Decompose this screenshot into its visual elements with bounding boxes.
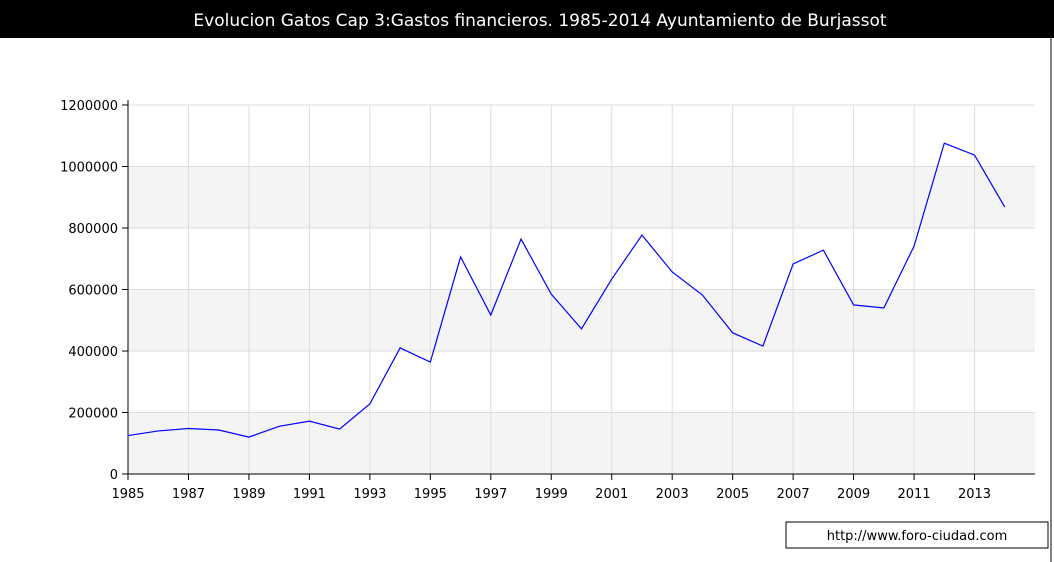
x-tick-label: 2013 [958, 487, 991, 502]
y-tick-label: 400000 [68, 345, 118, 360]
x-tick-label: 2005 [716, 487, 749, 502]
x-tick-label: 1989 [232, 487, 265, 502]
y-tick-label: 1000000 [60, 161, 118, 176]
y-tick-label: 600000 [68, 284, 118, 299]
y-tick-label: 200000 [68, 407, 118, 422]
chart-title: Evolucion Gatos Cap 3:Gastos financieros… [193, 11, 887, 31]
x-tick-label: 1997 [474, 487, 507, 502]
y-tick-label: 1200000 [60, 99, 118, 114]
x-tick-label: 1987 [172, 487, 205, 502]
x-tick-label: 1999 [535, 487, 568, 502]
grid-band [128, 289, 1035, 351]
x-tick-label: 2001 [595, 487, 628, 502]
y-tick-label: 800000 [68, 222, 118, 237]
x-tick-label: 1991 [293, 487, 326, 502]
grid-band [128, 166, 1035, 228]
x-tick-label: 1995 [414, 487, 447, 502]
x-tick-label: 2007 [777, 487, 810, 502]
x-tick-label: 2009 [837, 487, 870, 502]
grid-band [128, 412, 1035, 474]
series-line [127, 142, 1006, 438]
x-tick-label: 1985 [111, 487, 144, 502]
x-tick-label: 1993 [353, 487, 386, 502]
title-bar [0, 0, 1054, 38]
y-tick-label: 0 [110, 468, 118, 483]
source-box [785, 521, 1049, 549]
x-tick-label: 2003 [656, 487, 689, 502]
source: http://www.foro-ciudad.com [827, 529, 1008, 544]
x-tick-label: 2011 [898, 487, 931, 502]
